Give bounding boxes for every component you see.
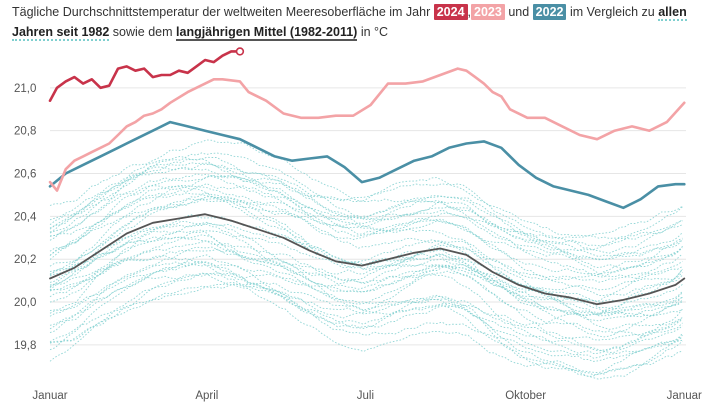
background-year-line-38 xyxy=(49,139,683,251)
x-tick-label-1: April xyxy=(195,390,218,402)
background-year-line-33 xyxy=(49,152,683,241)
background-year-line-28 xyxy=(49,183,683,276)
background-year-line-3 xyxy=(49,254,683,341)
background-year-line-26 xyxy=(49,174,683,281)
y-tick-label-6: 21,0 xyxy=(14,83,36,95)
background-year-line-30 xyxy=(49,185,683,279)
background-year-line-7 xyxy=(49,261,683,353)
x-axis: Januar April Juli Oktober Januar xyxy=(32,390,702,402)
y-tick-label-3: 20,4 xyxy=(14,211,37,223)
background-year-line-11 xyxy=(49,220,683,326)
y-tick-label-5: 20,8 xyxy=(14,126,36,138)
background-year-line-8 xyxy=(49,255,683,337)
title-und: und xyxy=(508,5,530,19)
background-years-lines xyxy=(49,139,683,380)
background-year-line-19 xyxy=(49,198,683,303)
x-tick-label-2: Juli xyxy=(357,390,374,402)
background-year-line-29 xyxy=(49,173,683,277)
series-line-2024 xyxy=(48,50,242,102)
background-year-line-27 xyxy=(49,175,683,261)
legend-2023-badge: 2023 xyxy=(471,4,505,20)
title-suffix: im Vergleich zu xyxy=(569,5,655,19)
background-year-line-14 xyxy=(49,229,683,315)
x-tick-label-4: Januar xyxy=(667,390,702,402)
background-year-line-32 xyxy=(49,162,683,261)
title-prefix: Tägliche Durchschnittstemperatur der wel… xyxy=(12,5,431,19)
background-year-line-5 xyxy=(49,273,683,359)
x-tick-label-3: Oktober xyxy=(505,390,546,402)
background-year-line-2 xyxy=(49,262,683,362)
background-year-line-6 xyxy=(49,283,683,380)
background-year-line-13 xyxy=(49,234,683,317)
legend-all-years-b: Jahren seit 1982 xyxy=(12,25,110,41)
title-line-2: Jahren seit 1982 sowie dem langjährigen … xyxy=(12,22,712,42)
series-2024-endpoint xyxy=(235,47,245,56)
legend-longterm-mean: langjährigen Mittel (1982-2011) xyxy=(176,25,358,41)
legend-2024-badge: 2024 xyxy=(433,4,468,20)
title-unit: in °C xyxy=(360,25,389,39)
title-line-1: Tägliche Durchschnittstemperatur der wel… xyxy=(12,2,712,22)
background-year-line-31 xyxy=(49,186,683,270)
background-year-line-34 xyxy=(49,163,683,258)
legend-2022-badge: 2022 xyxy=(532,4,567,20)
series-lines xyxy=(48,47,686,306)
background-year-line-35 xyxy=(49,166,683,254)
background-year-line-16 xyxy=(49,246,683,338)
background-year-line-1 xyxy=(49,272,683,377)
background-year-line-25 xyxy=(49,198,683,296)
y-tick-label-0: 19,8 xyxy=(14,340,36,352)
y-tick-label-2: 20,2 xyxy=(14,254,36,266)
series-line-2023 xyxy=(48,67,686,192)
title-sowie: sowie dem xyxy=(112,25,173,39)
background-year-line-10 xyxy=(49,248,683,355)
title-comma: , xyxy=(467,5,472,19)
y-axis: 19,8 20,0 20,2 20,4 20,6 20,8 21,0 xyxy=(14,83,37,352)
background-year-line-20 xyxy=(49,222,683,317)
series-line-mean xyxy=(49,213,686,306)
legend-all-years-a: allen xyxy=(658,5,687,21)
gridlines xyxy=(50,87,686,346)
series-line-2022 xyxy=(48,120,686,210)
background-year-line-22 xyxy=(49,194,683,302)
background-year-line-9 xyxy=(49,261,683,352)
y-tick-label-1: 20,0 xyxy=(14,297,36,309)
y-tick-label-4: 20,6 xyxy=(14,169,36,181)
chart-title: Tägliche Durchschnittstemperatur der wel… xyxy=(12,2,712,42)
background-year-line-4 xyxy=(49,281,683,374)
x-tick-label-0: Januar xyxy=(32,390,67,402)
